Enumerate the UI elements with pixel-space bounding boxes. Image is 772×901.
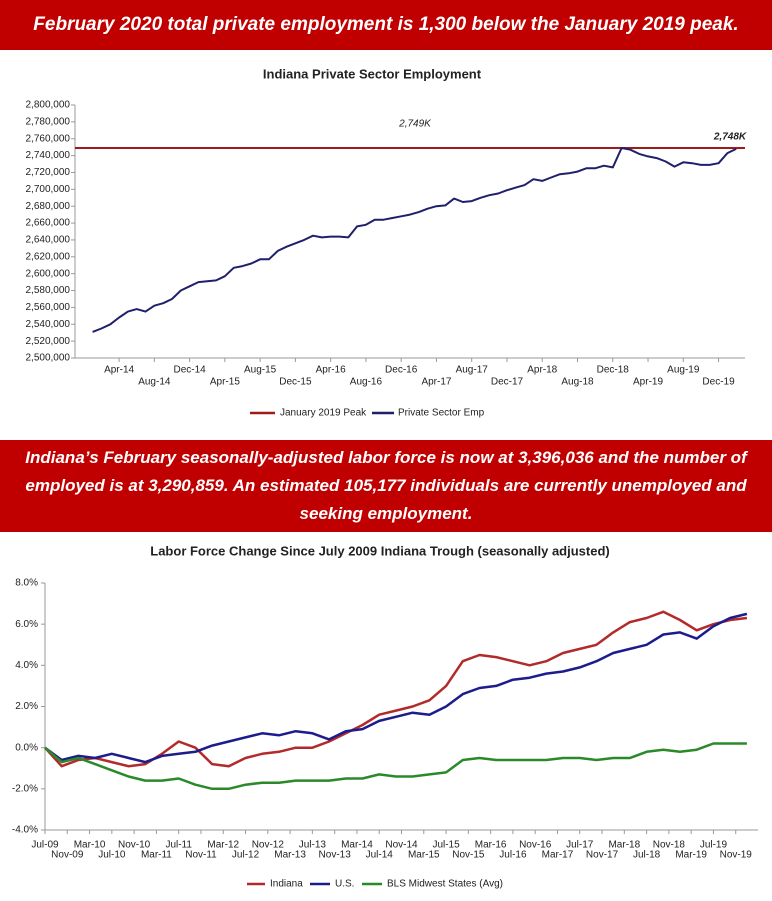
x-tick-label: Apr-19 xyxy=(633,377,663,388)
annotation: 2,749K xyxy=(398,119,432,130)
x-tick-label: Nov-14 xyxy=(385,840,418,851)
x-tick-label: Mar-10 xyxy=(74,840,106,851)
x-tick-label: Nov-16 xyxy=(519,840,552,851)
x-tick-label: Mar-19 xyxy=(675,850,707,861)
x-tick-label: Dec-17 xyxy=(491,377,524,388)
series-line xyxy=(44,610,748,768)
y-tick-label: 0.0% xyxy=(15,742,38,753)
x-tick-label: Dec-16 xyxy=(385,365,418,376)
chart-title: Indiana Private Sector Employment xyxy=(263,66,482,81)
x-tick-label: Jul-17 xyxy=(566,840,594,851)
y-tick-label: 2,640,000 xyxy=(26,235,71,246)
legend-label: U.S. xyxy=(335,879,354,890)
x-tick-label: Jul-10 xyxy=(98,850,126,861)
y-tick-label: 8.0% xyxy=(15,578,38,589)
y-tick-label: 2,780,000 xyxy=(26,117,71,128)
x-tick-label: Apr-14 xyxy=(104,365,134,376)
x-tick-label: Mar-13 xyxy=(274,850,306,861)
x-tick-label: Mar-11 xyxy=(141,850,172,861)
series-line xyxy=(44,742,747,791)
legend-label: Indiana xyxy=(270,879,303,890)
x-tick-label: Mar-16 xyxy=(475,840,507,851)
x-tick-label: Apr-15 xyxy=(210,377,240,388)
x-tick-label: Mar-14 xyxy=(341,840,373,851)
y-tick-label: 2.0% xyxy=(15,701,38,712)
y-tick-label: 2,660,000 xyxy=(26,218,71,229)
x-tick-label: Jul-19 xyxy=(700,840,728,851)
x-tick-label: Nov-17 xyxy=(586,850,619,861)
y-tick-label: 2,600,000 xyxy=(26,268,71,279)
series-line xyxy=(92,147,737,333)
x-tick-label: Jul-11 xyxy=(165,840,192,851)
y-tick-label: 4.0% xyxy=(15,660,38,671)
y-tick-label: 2,760,000 xyxy=(26,133,71,144)
x-tick-label: Aug-14 xyxy=(138,377,171,388)
x-tick-label: Nov-13 xyxy=(319,850,352,861)
x-tick-label: Nov-11 xyxy=(185,850,217,861)
annotation: 2,748K xyxy=(713,132,747,143)
x-tick-label: Dec-14 xyxy=(173,365,206,376)
x-tick-label: Nov-19 xyxy=(720,850,753,861)
x-tick-label: Jul-16 xyxy=(499,850,527,861)
banner: Indiana’s February seasonally-adjusted l… xyxy=(0,440,772,532)
y-tick-label: 2,520,000 xyxy=(26,336,71,347)
x-tick-label: Nov-18 xyxy=(653,840,686,851)
y-tick-label: 2,740,000 xyxy=(26,150,71,161)
x-tick-label: Nov-09 xyxy=(51,850,84,861)
y-tick-label: -2.0% xyxy=(12,783,38,794)
x-tick-label: Jul-09 xyxy=(31,840,59,851)
banner: February 2020 total private employment i… xyxy=(0,0,772,50)
y-tick-label: -4.0% xyxy=(12,825,38,836)
y-tick-label: 2,500,000 xyxy=(26,353,71,364)
y-tick-label: 2,580,000 xyxy=(26,285,71,296)
x-tick-label: Jul-18 xyxy=(633,850,661,861)
x-tick-label: Aug-19 xyxy=(667,365,700,376)
y-tick-label: 6.0% xyxy=(15,619,38,630)
x-tick-label: Dec-15 xyxy=(279,377,312,388)
legend-label: Private Sector Emp xyxy=(398,408,485,419)
x-tick-label: Mar-12 xyxy=(207,840,239,851)
x-tick-label: Mar-17 xyxy=(542,850,574,861)
x-tick-label: Jul-13 xyxy=(299,840,327,851)
x-tick-label: Jul-14 xyxy=(366,850,394,861)
x-tick-label: Nov-12 xyxy=(252,840,285,851)
y-tick-label: 2,540,000 xyxy=(26,319,71,330)
y-tick-label: 2,700,000 xyxy=(26,184,71,195)
y-tick-label: 2,680,000 xyxy=(26,201,71,212)
y-tick-label: 2,620,000 xyxy=(26,251,71,262)
x-tick-label: Apr-16 xyxy=(316,365,346,376)
y-tick-label: 2,560,000 xyxy=(26,302,71,313)
x-tick-label: Aug-17 xyxy=(456,365,489,376)
x-tick-label: Dec-19 xyxy=(702,377,735,388)
x-tick-label: Mar-18 xyxy=(608,840,640,851)
x-tick-label: Apr-17 xyxy=(421,377,451,388)
x-tick-label: Jul-15 xyxy=(432,840,460,851)
series-line xyxy=(44,612,748,764)
chart-title: Labor Force Change Since July 2009 India… xyxy=(150,543,609,558)
x-tick-label: Aug-15 xyxy=(244,365,277,376)
x-tick-label: Mar-15 xyxy=(408,850,440,861)
x-tick-label: Aug-18 xyxy=(561,377,594,388)
x-tick-label: Nov-10 xyxy=(118,840,151,851)
x-tick-label: Jul-12 xyxy=(232,850,260,861)
legend-label: January 2019 Peak xyxy=(280,408,367,419)
x-tick-label: Dec-18 xyxy=(597,365,630,376)
legend-label: BLS Midwest States (Avg) xyxy=(387,879,503,890)
x-tick-label: Nov-15 xyxy=(452,850,485,861)
y-tick-label: 2,800,000 xyxy=(26,100,71,111)
x-tick-label: Aug-16 xyxy=(350,377,383,388)
x-tick-label: Apr-18 xyxy=(527,365,557,376)
y-tick-label: 2,720,000 xyxy=(26,167,71,178)
